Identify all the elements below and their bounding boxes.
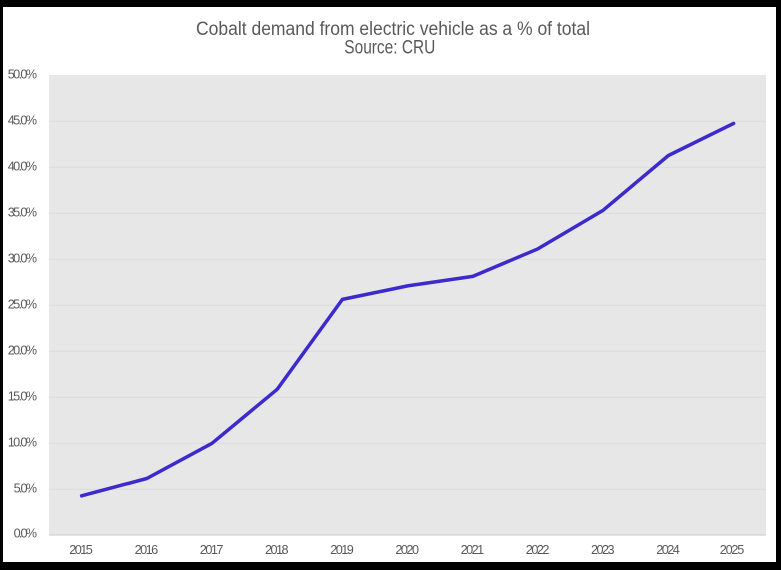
svg-text:20.0%: 20.0% xyxy=(8,344,37,358)
svg-text:50.0%: 50.0% xyxy=(8,68,37,82)
svg-text:2019: 2019 xyxy=(330,543,354,557)
svg-text:2025: 2025 xyxy=(720,543,745,557)
svg-text:2018: 2018 xyxy=(265,543,289,557)
svg-text:2020: 2020 xyxy=(395,543,419,557)
svg-text:2022: 2022 xyxy=(526,543,550,557)
svg-text:2015: 2015 xyxy=(69,543,93,557)
svg-text:35.0%: 35.0% xyxy=(8,206,37,220)
svg-text:5.0%: 5.0% xyxy=(14,481,37,495)
svg-text:25.0%: 25.0% xyxy=(8,298,37,312)
svg-text:2016: 2016 xyxy=(135,543,159,557)
svg-text:30.0%: 30.0% xyxy=(8,252,37,266)
svg-text:15.0%: 15.0% xyxy=(8,390,37,404)
svg-text:Cobalt demand from electric ve: Cobalt demand from electric vehicle as a… xyxy=(196,19,590,40)
svg-text:2017: 2017 xyxy=(200,543,224,557)
svg-text:2021: 2021 xyxy=(461,543,485,557)
svg-text:10.0%: 10.0% xyxy=(8,436,37,450)
svg-text:2023: 2023 xyxy=(591,543,615,557)
svg-text:40.0%: 40.0% xyxy=(8,160,37,174)
svg-text:2024: 2024 xyxy=(656,543,680,557)
svg-text:45.0%: 45.0% xyxy=(8,114,37,128)
svg-text:Source: CRU: Source: CRU xyxy=(344,38,435,59)
svg-text:0.0%: 0.0% xyxy=(14,527,37,541)
